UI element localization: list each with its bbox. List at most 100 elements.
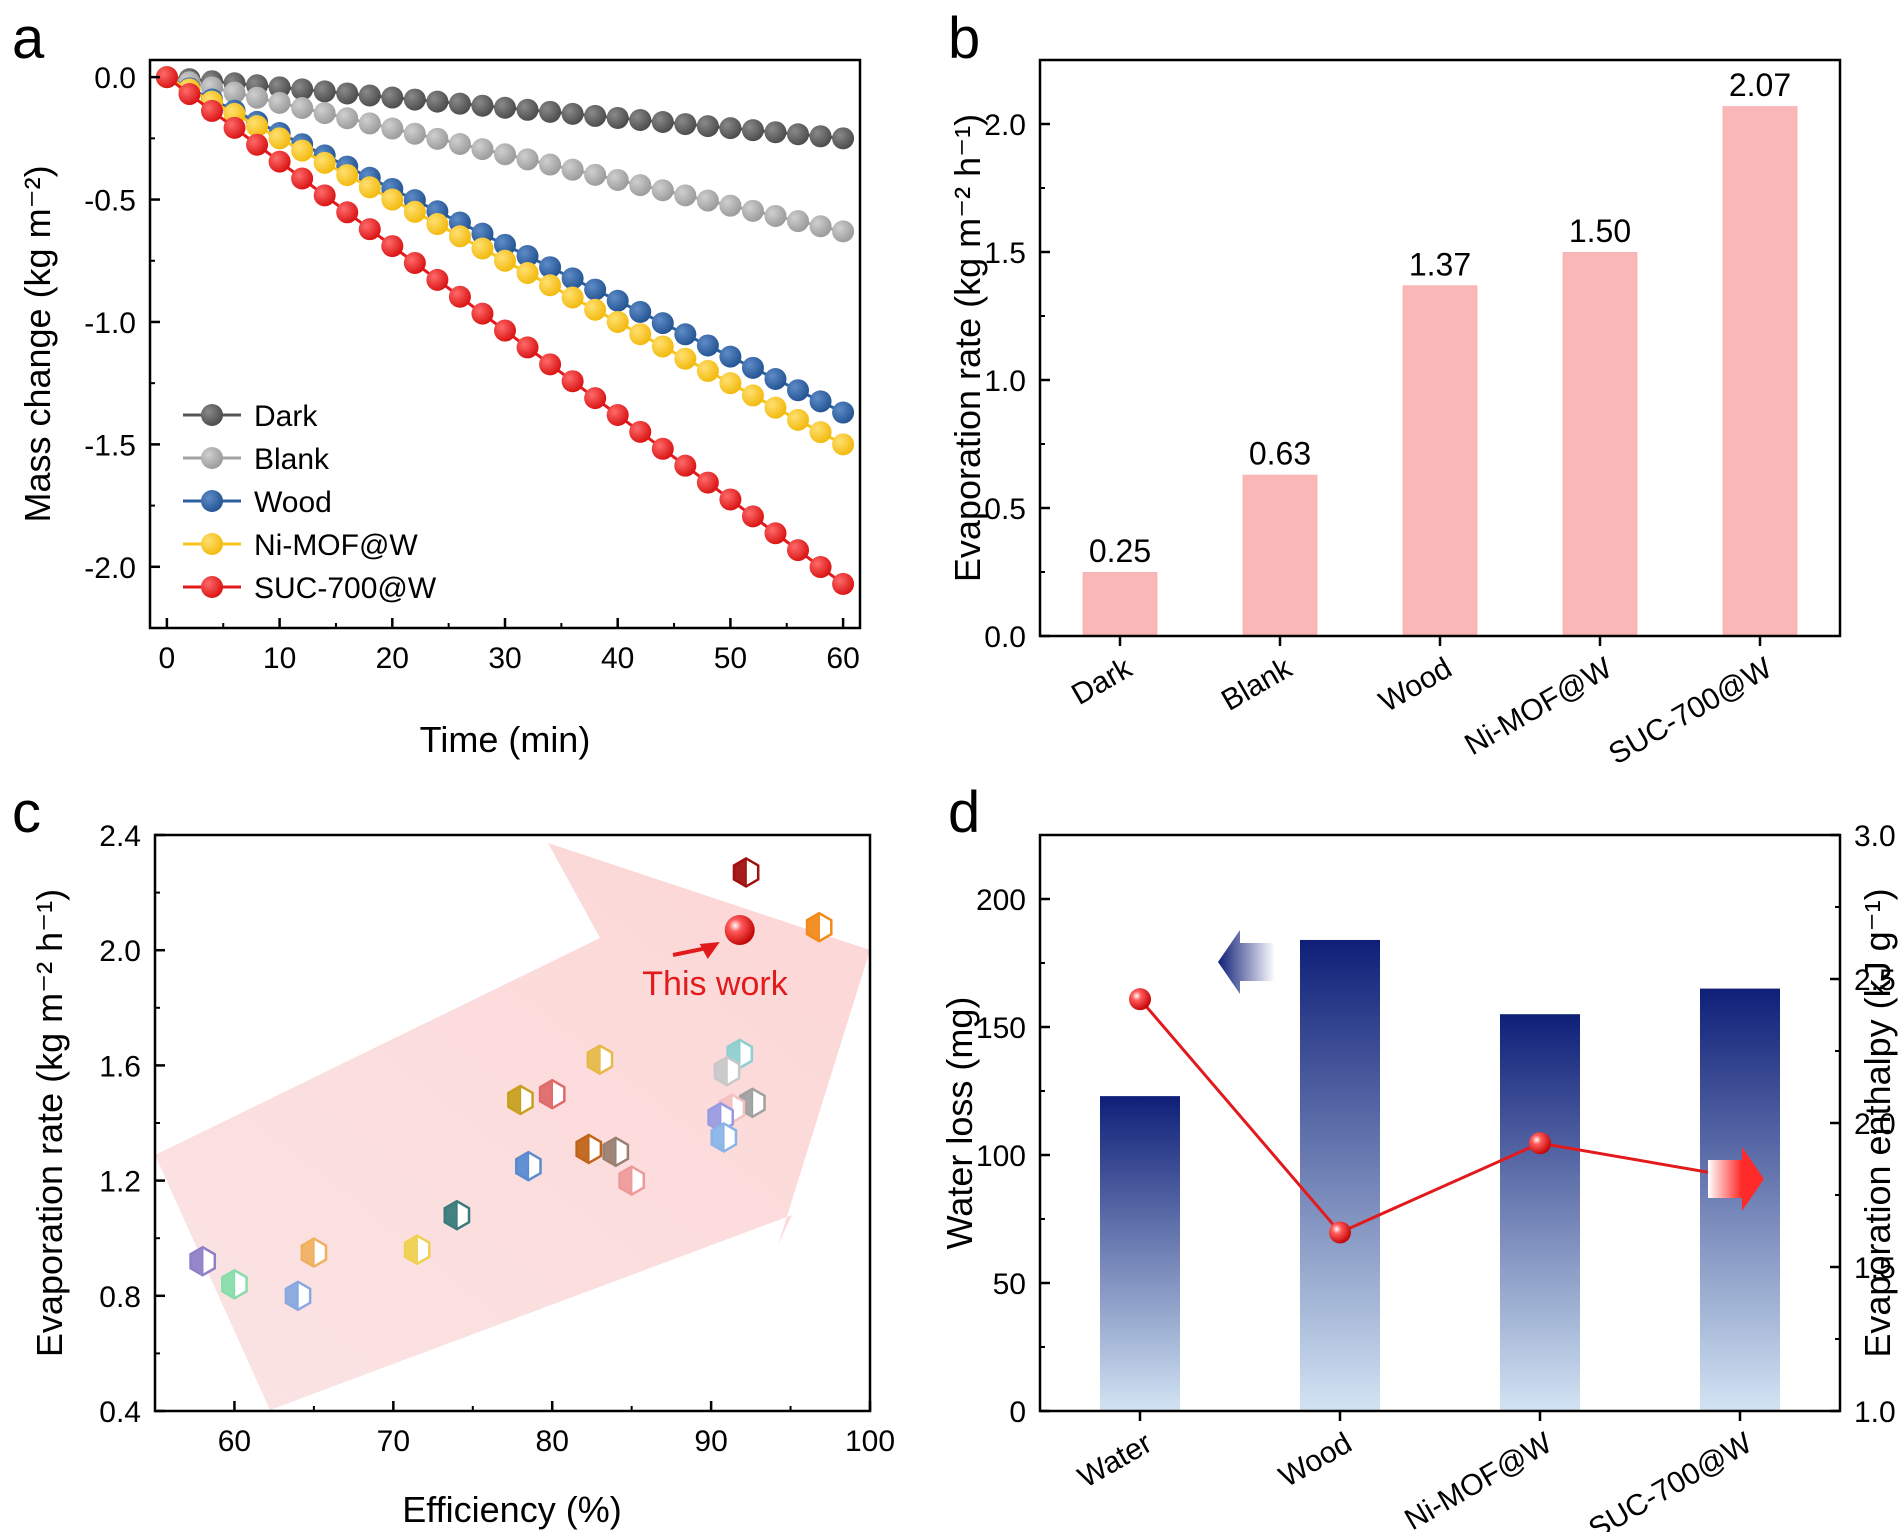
series-point [313, 151, 336, 174]
panel-a-y-ticks: 0.0 -0.5 -1.0 -1.5 -2.0 [84, 62, 160, 585]
scatter-point [403, 1234, 431, 1266]
series-point [651, 179, 674, 202]
series-point [561, 267, 584, 290]
series-point [809, 215, 832, 238]
y-tick-label: 100 [976, 1140, 1026, 1173]
enthalpy-point [1529, 1132, 1551, 1155]
series-point [787, 408, 810, 431]
series-point [494, 249, 516, 272]
bar [1402, 285, 1478, 636]
series-point [336, 201, 359, 224]
bar [1082, 572, 1158, 636]
series-point [629, 174, 652, 197]
series-point [403, 200, 426, 223]
bar [1700, 988, 1780, 1411]
panel-b-bars: 0.25 0.63 1.37 1.50 2.07 [1082, 67, 1798, 636]
panel-label-b: b [948, 6, 980, 71]
series-point [336, 164, 359, 187]
series-point [426, 90, 449, 113]
series-point [764, 204, 787, 227]
panel-d-y-ticks: 0 50 100 150 200 [976, 884, 1050, 1429]
scatter-point [713, 1055, 741, 1087]
scatter-point [618, 1165, 646, 1197]
panel-b-y-label: Evaporation rate (kg m⁻² h⁻¹) [947, 114, 988, 582]
series-point [674, 454, 697, 477]
y-tick-label: 200 [976, 884, 1026, 917]
scatter-point [575, 1133, 603, 1165]
x-tick-label: Blank [1216, 651, 1298, 718]
x-tick-label: Ni-MOF@W [1459, 651, 1618, 762]
x-tick-label: SUC-700@W [1583, 1426, 1758, 1532]
scatter-point [284, 1280, 312, 1312]
series-point [629, 108, 652, 131]
series-point [787, 379, 810, 402]
x-tick-label: 0 [159, 642, 176, 675]
series-point [606, 289, 629, 312]
series-point [494, 143, 516, 166]
series-point [448, 285, 471, 308]
series-point [268, 127, 291, 150]
series-point [764, 368, 787, 391]
series-point [155, 66, 178, 89]
series-point [674, 323, 697, 346]
panel-a-series [155, 66, 855, 595]
y-tick-label: -1.0 [84, 307, 136, 340]
panel-d-enthalpy-line [1129, 988, 1751, 1244]
panel-c-y-ticks: 0.4 0.8 1.2 1.6 2.0 2.4 [99, 820, 165, 1429]
series-point [336, 82, 359, 105]
scatter-point [515, 1150, 542, 1182]
series-point [246, 115, 269, 138]
series-point [448, 132, 471, 155]
series-point [741, 384, 764, 407]
series-point [358, 176, 381, 199]
series-point [606, 106, 629, 129]
x-tick-label: SUC-700@W [1603, 651, 1778, 771]
bar-value-label: 1.37 [1409, 246, 1471, 282]
bar-value-label: 1.50 [1569, 213, 1631, 249]
series-point [719, 117, 742, 140]
series-point [426, 127, 449, 150]
y-tick-label: 1.0 [984, 365, 1026, 398]
bar [1100, 1096, 1180, 1411]
series-point [584, 278, 607, 301]
series-point [719, 345, 742, 368]
panel-d-y-label: Water loss (mg) [939, 997, 980, 1250]
series-point [764, 121, 787, 144]
panel-a-x-ticks: 0 10 20 30 40 50 60 [159, 618, 860, 675]
series-point [651, 335, 674, 358]
legend-label: Dark [254, 400, 318, 433]
series-point [223, 116, 246, 139]
scatter-point [507, 1084, 534, 1116]
series-point [516, 336, 539, 359]
y-tick-label: 2.4 [99, 820, 141, 853]
series-point [719, 372, 742, 395]
series-point [629, 300, 652, 323]
x-tick-label: 70 [377, 1425, 410, 1458]
series-point [584, 163, 607, 186]
series-point [358, 112, 381, 135]
x-tick-label: 10 [263, 642, 296, 675]
y-tick-label: 0.0 [984, 621, 1026, 654]
legend-label: SUC-700@W [254, 572, 437, 605]
legend-label: Ni-MOF@W [254, 529, 418, 562]
series-point [584, 104, 607, 127]
series-point [336, 107, 359, 130]
scatter-point [221, 1268, 248, 1300]
x-tick-label: 40 [601, 642, 634, 675]
series-point [741, 505, 764, 528]
series-point [832, 433, 855, 456]
scatter-point [602, 1136, 630, 1168]
y-tick-label: 0 [1009, 1396, 1026, 1429]
scatter-point [300, 1237, 328, 1269]
bar [1562, 252, 1638, 636]
bar [1300, 939, 1380, 1411]
series-point [832, 401, 855, 424]
bar [1242, 474, 1318, 636]
y-tick-label: 150 [976, 1012, 1026, 1045]
panel-d-bars [1100, 939, 1780, 1411]
bar [1722, 106, 1798, 636]
series-point [696, 471, 719, 494]
series-point [448, 92, 471, 115]
series-point [561, 102, 584, 125]
